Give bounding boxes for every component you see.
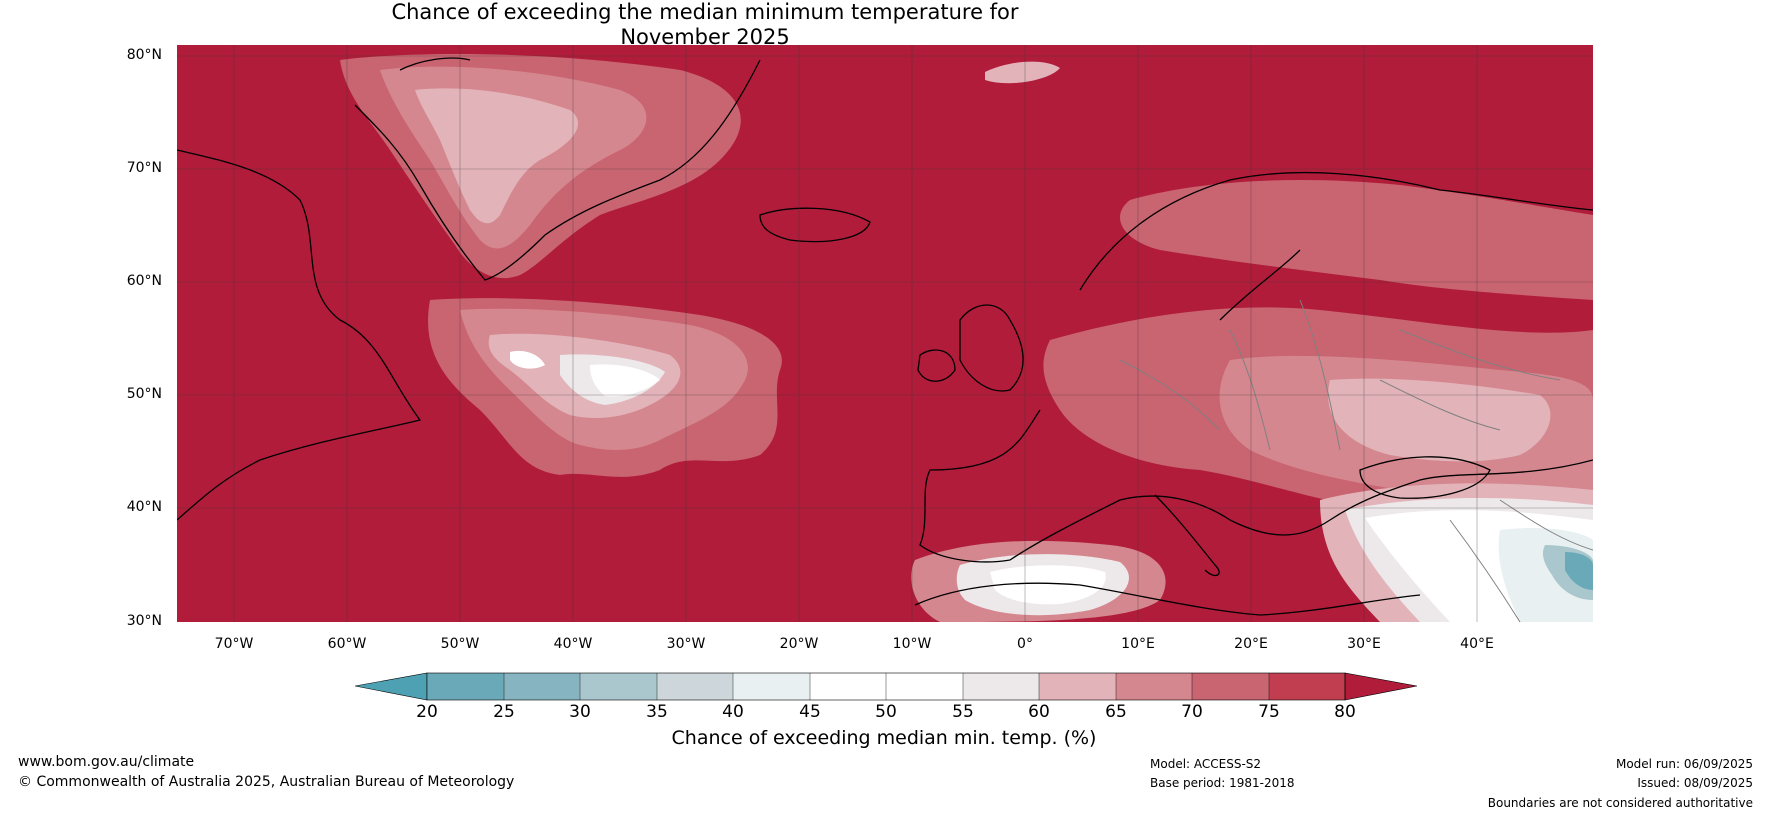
lon-label-40w: 40°W [553,636,593,652]
lat-label-30n: 30°N [126,613,162,629]
lon-label-30e: 30°E [1347,636,1381,652]
colorbar-bin-30-35 [580,673,657,700]
north-africa-region-50 [990,565,1106,605]
colorbar-tick-65: 65 [1105,702,1127,722]
italy-coast [1154,494,1220,577]
colorbar-bin-55-60 [963,673,1039,700]
lon-label-0: 0° [1017,636,1033,652]
lon-label-60w: 60°W [327,636,367,652]
colorbar-tick-50: 50 [875,702,897,722]
colorbar-tick-40: 40 [722,702,744,722]
lat-label-40n: 40°N [126,499,162,515]
colorbar-tick-20: 20 [416,702,438,722]
lon-label-10e: 10°E [1121,636,1155,652]
colorbar-bin-20-25 [427,673,504,700]
europe-region-60 [1328,378,1551,462]
colorbar-tick-35: 35 [646,702,668,722]
lon-label-10w: 10°W [892,636,932,652]
scandinavia-coast [1079,171,1593,321]
colorbar-title: Chance of exceeding median min. temp. (%… [671,727,1097,749]
black-sea-coast [1359,456,1491,499]
colorbar-bin-50-55 [886,673,963,700]
colorbar-low-extension [354,672,428,701]
europe-west-coast [919,409,1593,563]
colorbar-tick-30: 30 [569,702,591,722]
footer-model-run: Model run: 06/09/2025 [1615,757,1753,771]
svalbard-region-65 [985,61,1060,84]
canada-coast [177,149,422,521]
coastlines [177,57,1593,616]
lon-label-20e: 20°E [1234,636,1268,652]
lon-label-40e: 40°E [1460,636,1494,652]
graticule [177,45,1593,622]
colorbar-tick-45: 45 [799,702,821,722]
colorbar-bin-65-70 [1116,673,1192,700]
footer-issued: Issued: 08/09/2025 [1637,776,1753,790]
country-borders [1119,299,1593,622]
footer-base-period: Base period: 1981-2018 [1150,776,1295,790]
footer-copyright: © Commonwealth of Australia 2025, Austra… [18,774,515,790]
colorbar-tick-25: 25 [493,702,515,722]
middle-east-region-20 [1565,552,1593,590]
iceland-coast [759,207,871,243]
lat-label-80n: 80°N [126,47,162,63]
uk-coast [917,304,1024,392]
lon-label-70w: 70°W [214,636,254,652]
greenland-region-60 [415,88,579,224]
colorbar-high-extension [1344,672,1418,701]
colorbar-bin-60-65 [1039,673,1116,700]
colorbar-tick-75: 75 [1258,702,1280,722]
footer-website: www.bom.gov.au/climate [18,754,195,770]
lat-label-70n: 70°N [126,160,162,176]
lat-label-50n: 50°N [126,386,162,402]
map-title: Chance of exceeding the median minimum t… [0,0,1410,50]
probability-field [177,54,1593,622]
colorbar-tick-70: 70 [1181,702,1203,722]
colorbar-tick-60: 60 [1028,702,1050,722]
lon-label-20w: 20°W [779,636,819,652]
colorbar-bin-45-50 [810,673,886,700]
colorbar-bin-40-45 [733,673,810,700]
lat-label-60n: 60°N [126,273,162,289]
footer-model: Model: ACCESS-S2 [1150,757,1262,771]
colorbar [354,672,1418,701]
lon-label-50w: 50°W [440,636,480,652]
atlantic-region-50 [590,364,660,397]
colorbar-tick-80: 80 [1334,702,1356,722]
colorbar-tick-55: 55 [952,702,974,722]
colorbar-bin-75-80 [1269,673,1345,700]
map-title-line1: Chance of exceeding the median minimum t… [391,0,1019,24]
scandinavia-region-70 [1120,180,1593,300]
atlantic-patch-west [510,350,545,369]
footer-disclaimer: Boundaries are not considered authoritat… [1487,796,1753,810]
mediterranean-south-coast [914,582,1421,616]
colorbar-bin-70-75 [1192,673,1269,700]
colorbar-bin-35-40 [657,673,733,700]
colorbar-bin-25-30 [504,673,580,700]
lon-label-30w: 30°W [666,636,706,652]
